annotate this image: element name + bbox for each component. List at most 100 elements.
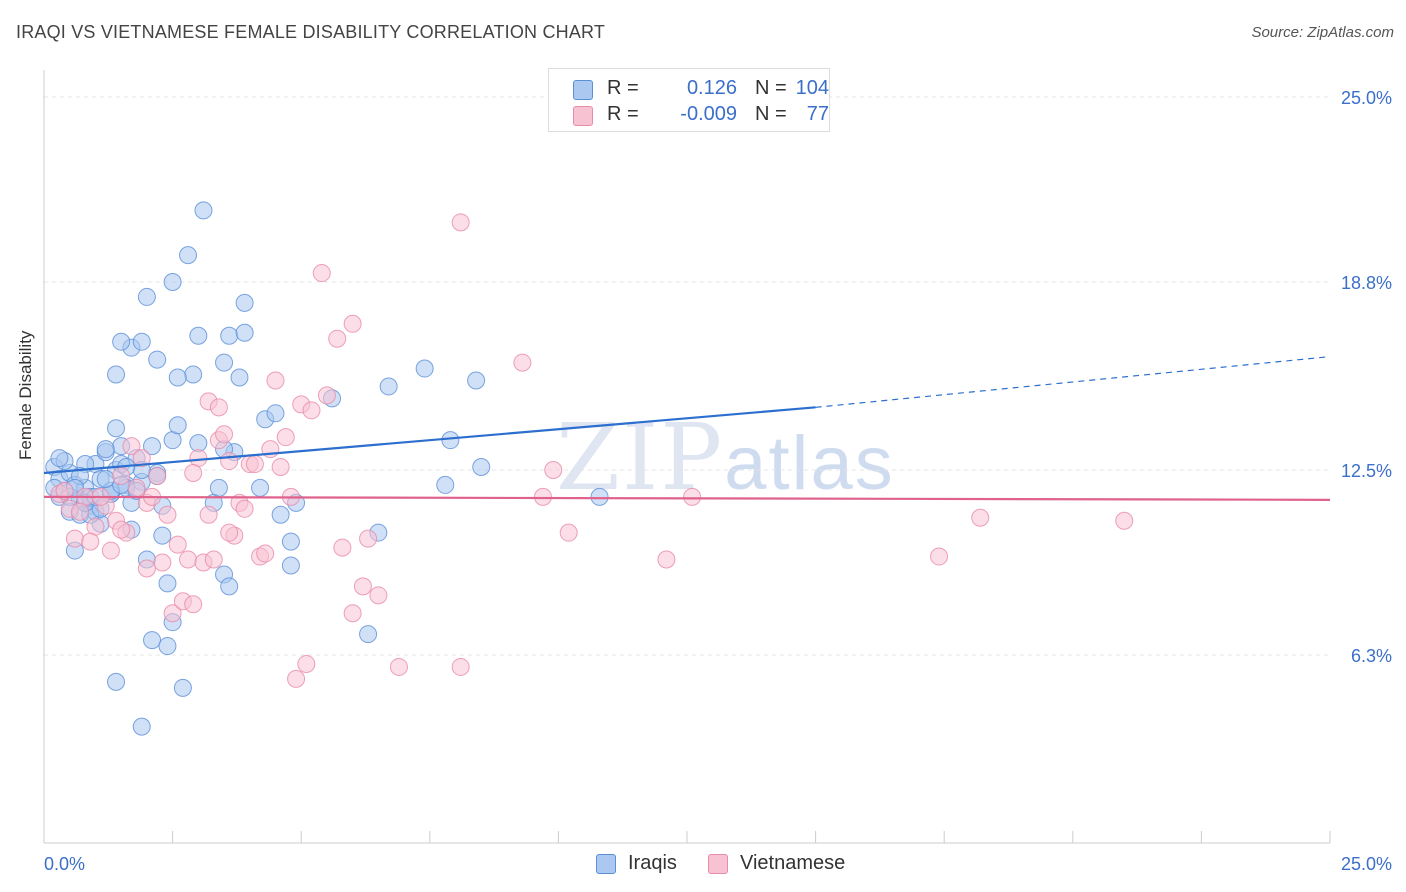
- point-vietnamese: [513, 353, 532, 372]
- point-vietnamese: [71, 502, 90, 521]
- point-vietnamese: [544, 461, 563, 479]
- point-iraqis: [220, 577, 239, 596]
- point-vietnamese: [112, 466, 131, 485]
- trend-line-iraqis-extension: [815, 356, 1331, 408]
- legend-r-label: R =: [607, 103, 639, 125]
- bottom-legend-label-vietnamese: Vietnamese: [740, 852, 846, 874]
- legend-swatch-vietnamese: [573, 106, 593, 126]
- point-vietnamese: [266, 371, 285, 390]
- point-vietnamese: [930, 547, 949, 566]
- point-vietnamese: [369, 586, 388, 605]
- point-iraqis: [163, 273, 182, 292]
- legend-r-value-vietnamese: -0.009: [680, 103, 737, 125]
- correlation-legend: R = 0.126 N = 104 R = -0.009 N = 77: [548, 68, 830, 132]
- bottom-legend-swatch-vietnamese: [708, 854, 728, 874]
- point-iraqis: [107, 365, 126, 384]
- point-iraqis: [281, 556, 300, 575]
- point-iraqis: [112, 332, 131, 351]
- point-vietnamese: [189, 449, 208, 468]
- bottom-legend-swatch-iraqis: [596, 854, 616, 874]
- point-iraqis: [467, 371, 486, 390]
- point-iraqis: [158, 574, 177, 593]
- legend-r-value-iraqis: 0.126: [686, 77, 737, 99]
- point-iraqis: [132, 717, 151, 736]
- point-vietnamese: [302, 401, 321, 420]
- y-axis-label: Female Disability: [16, 330, 35, 460]
- point-vietnamese: [533, 487, 552, 506]
- point-iraqis: [179, 246, 198, 265]
- point-vietnamese: [235, 499, 254, 518]
- point-vietnamese: [179, 550, 198, 569]
- point-vietnamese: [271, 458, 290, 477]
- point-iraqis: [148, 350, 167, 369]
- point-iraqis: [472, 458, 491, 477]
- point-vietnamese: [168, 535, 187, 554]
- point-iraqis: [230, 368, 249, 387]
- point-vietnamese: [163, 604, 182, 623]
- point-vietnamese: [55, 481, 74, 500]
- x-tick-label-max: 25.0%: [1341, 854, 1392, 874]
- point-vietnamese: [389, 657, 408, 676]
- tick-labels: 6.3% 12.5% 18.8% 25.0% 0.0% 25.0%: [44, 88, 1392, 874]
- point-iraqis: [590, 487, 609, 506]
- legend-r-label: R =: [607, 77, 639, 99]
- trend-line-iraqis: [43, 406, 816, 475]
- y-tick-label: 25.0%: [1341, 88, 1392, 108]
- point-vietnamese: [451, 657, 470, 676]
- point-vietnamese: [245, 455, 264, 474]
- legend-n-value-vietnamese: 77: [806, 103, 829, 125]
- legend-n-value-iraqis: 104: [795, 77, 829, 99]
- point-iraqis: [194, 201, 213, 220]
- point-iraqis: [137, 287, 156, 306]
- point-iraqis: [168, 368, 187, 387]
- point-iraqis: [436, 475, 455, 494]
- point-vietnamese: [101, 541, 120, 560]
- point-vietnamese: [353, 577, 372, 596]
- point-vietnamese: [287, 669, 306, 688]
- point-vietnamese: [256, 544, 275, 563]
- point-vietnamese: [1115, 511, 1134, 530]
- source-label: Source: ZipAtlas.com: [1251, 24, 1394, 41]
- chart-title: IRAQI VS VIETNAMESE FEMALE DISABILITY CO…: [16, 22, 606, 42]
- point-iraqis: [209, 478, 228, 497]
- point-vietnamese: [112, 520, 131, 539]
- point-iraqis: [184, 365, 203, 384]
- point-iraqis: [107, 419, 126, 438]
- point-iraqis: [132, 332, 151, 351]
- watermark-atlas: atlas: [724, 421, 895, 506]
- point-vietnamese: [559, 523, 578, 542]
- point-vietnamese: [65, 529, 84, 548]
- point-vietnamese: [122, 437, 141, 456]
- point-vietnamese: [343, 604, 362, 623]
- point-iraqis: [220, 326, 239, 345]
- point-vietnamese: [199, 505, 218, 524]
- point-iraqis: [379, 377, 398, 396]
- point-iraqis: [143, 437, 162, 456]
- point-iraqis: [143, 631, 162, 650]
- point-iraqis: [215, 353, 234, 372]
- x-tick-label-min: 0.0%: [44, 854, 85, 874]
- point-iraqis: [359, 625, 378, 644]
- point-vietnamese: [158, 505, 177, 524]
- y-tick-label: 12.5%: [1341, 461, 1392, 481]
- point-iraqis: [235, 293, 254, 312]
- point-vietnamese: [184, 463, 203, 482]
- legend-n-label: N =: [755, 77, 787, 99]
- point-vietnamese: [328, 329, 347, 348]
- point-vietnamese: [220, 452, 239, 471]
- point-vietnamese: [148, 466, 167, 485]
- point-iraqis: [251, 478, 270, 497]
- trend-line-vietnamese: [43, 495, 1331, 501]
- point-iraqis: [158, 637, 177, 656]
- point-iraqis: [153, 526, 172, 545]
- point-vietnamese: [132, 449, 151, 468]
- point-vietnamese: [81, 532, 100, 551]
- point-iraqis: [96, 440, 115, 459]
- y-tick-label: 6.3%: [1351, 646, 1392, 666]
- point-vietnamese: [359, 529, 378, 548]
- point-iraqis: [266, 404, 285, 423]
- trend-lines: [43, 356, 1331, 501]
- point-vietnamese: [276, 428, 295, 447]
- point-vietnamese: [312, 264, 331, 283]
